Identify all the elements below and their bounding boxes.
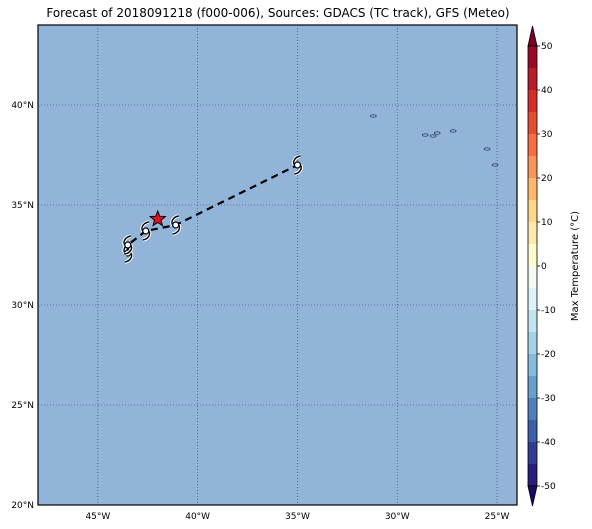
lat-tick-label: 40°N (11, 101, 34, 111)
colorbar-band (528, 310, 537, 332)
azores-islands (369, 114, 499, 167)
colorbar-band (528, 112, 537, 134)
hurricane-symbol-icon (292, 154, 303, 176)
lat-tick-label: 25°N (11, 401, 34, 411)
colorbar-tick-label: 40 (541, 86, 553, 96)
colorbar-tick-label: 10 (541, 218, 553, 228)
island-outline (369, 114, 377, 118)
colorbar-band (528, 354, 537, 376)
colorbar-max-arrow (527, 25, 538, 47)
colorbar-band (528, 266, 537, 288)
island-outline (449, 129, 457, 133)
colorbar-tick-label: -30 (541, 394, 556, 404)
hurricane-symbol-icon (122, 234, 134, 256)
colorbar-band (528, 442, 537, 464)
colorbar-tick-label: 20 (541, 174, 553, 184)
colorbar-tick-label: -10 (541, 306, 556, 316)
hurricane-symbol-icon (140, 220, 152, 242)
island-outline (491, 163, 499, 167)
colorbar-band (528, 244, 537, 266)
island-outline (421, 133, 429, 137)
island-outline (429, 134, 437, 138)
lon-tick-label: 40°W (185, 512, 210, 522)
island-outline (483, 147, 491, 151)
graticule (38, 25, 517, 505)
colorbar-tick-label: 50 (541, 42, 553, 52)
colorbar-band (528, 398, 537, 420)
colorbar-label: Max Temperature (°C) (570, 211, 581, 321)
map-title: Forecast of 2018091218 (f000-006), Sourc… (46, 6, 510, 20)
lon-tick-label: 25°W (485, 512, 510, 522)
colorbar-band (528, 332, 537, 354)
colorbar-tick-label: -40 (541, 438, 556, 448)
lon-tick-label: 30°W (385, 512, 410, 522)
map-background (38, 25, 517, 505)
colorbar-band (528, 222, 537, 244)
colorbar-band (528, 90, 537, 112)
storm-track (122, 154, 303, 264)
map-frame (37, 24, 518, 506)
colorbar-min-arrow (527, 485, 538, 507)
hurricane-symbol-icon (170, 214, 182, 236)
lat-tick-label: 20°N (11, 501, 34, 511)
colorbar-tick-label: 30 (541, 130, 553, 140)
lat-tick-label: 35°N (11, 201, 34, 211)
current-position-star-icon (148, 209, 167, 227)
colorbar-band (528, 134, 537, 156)
map-axes: 20°N 25°N 30°N 35°N 40°N 45°W 40°W 35°W 30°W 25°W (11, 101, 509, 522)
colorbar-tick-label: -50 (541, 482, 556, 492)
colorbar-tick-label: 0 (541, 262, 547, 272)
lon-tick-label: 45°W (85, 512, 110, 522)
colorbar-band (528, 156, 537, 178)
colorbar-band (528, 200, 537, 222)
colorbar-band (528, 464, 537, 486)
colorbar-band (528, 46, 537, 68)
colorbar-tick-label: -20 (541, 350, 556, 360)
colorbar-band (528, 288, 537, 310)
colorbar-band (528, 68, 537, 90)
colorbar: 50 40 30 20 10 0 -10 -20 -30 -40 -50 Max Temperatur… (527, 25, 581, 507)
lat-tick-label: 30°N (11, 301, 34, 311)
colorbar-band (528, 376, 537, 398)
colorbar-band (528, 178, 537, 200)
colorbar-band (528, 420, 537, 442)
island-outline (433, 131, 441, 135)
lon-tick-label: 35°W (285, 512, 310, 522)
